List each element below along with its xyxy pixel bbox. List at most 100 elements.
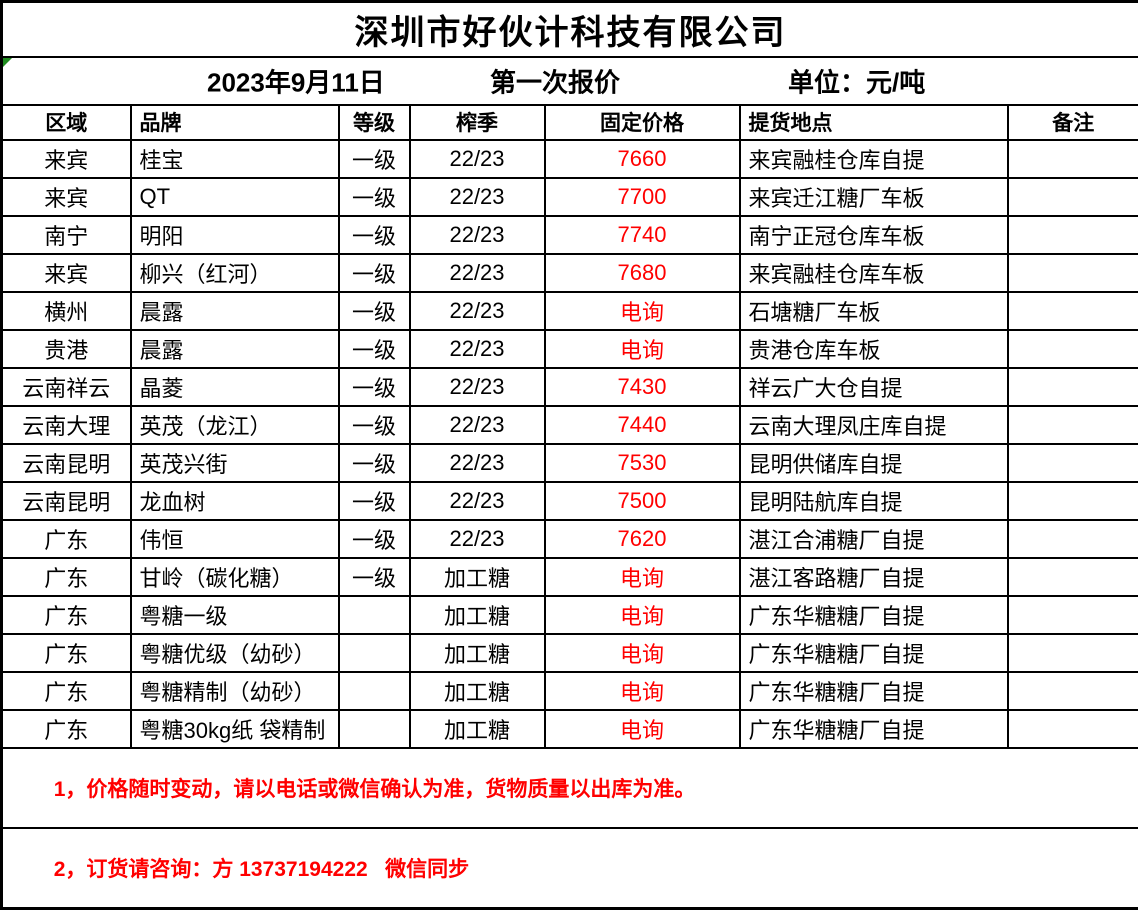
cell-remarks[interactable] — [1008, 634, 1138, 672]
cell-pickup-location[interactable]: 广东华糖糖厂自提 — [740, 634, 1008, 672]
cell-fixed-price[interactable]: 7660 — [545, 140, 740, 178]
cell-pickup-location[interactable]: 来宾迁江糖厂车板 — [740, 178, 1008, 216]
cell-fixed-price[interactable]: 7700 — [545, 178, 740, 216]
cell-brand[interactable]: 粤糖精制（幼砂） — [131, 672, 339, 710]
cell-remarks[interactable] — [1008, 368, 1138, 406]
cell-region[interactable]: 来宾 — [2, 178, 131, 216]
cell-remarks[interactable] — [1008, 596, 1138, 634]
header-grade[interactable]: 等级 — [339, 105, 410, 140]
cell-region[interactable]: 云南昆明 — [2, 444, 131, 482]
cell-brand[interactable]: 粤糖30kg纸 袋精制 — [131, 710, 339, 748]
cell-brand[interactable]: 柳兴（红河） — [131, 254, 339, 292]
cell-season[interactable]: 22/23 — [410, 330, 545, 368]
cell-fixed-price[interactable]: 7440 — [545, 406, 740, 444]
cell-season[interactable]: 22/23 — [410, 368, 545, 406]
cell-fixed-price[interactable]: 7430 — [545, 368, 740, 406]
cell-pickup-location[interactable]: 湛江客路糖厂自提 — [740, 558, 1008, 596]
cell-grade[interactable]: 一级 — [339, 482, 410, 520]
cell-fixed-price[interactable]: 7620 — [545, 520, 740, 558]
cell-grade[interactable] — [339, 672, 410, 710]
cell-grade[interactable]: 一级 — [339, 140, 410, 178]
cell-brand[interactable]: 桂宝 — [131, 140, 339, 178]
cell-grade[interactable]: 一级 — [339, 292, 410, 330]
cell-season[interactable]: 加工糖 — [410, 596, 545, 634]
cell-pickup-location[interactable]: 云南大理凤庄库自提 — [740, 406, 1008, 444]
cell-region[interactable]: 云南祥云 — [2, 368, 131, 406]
cell-remarks[interactable] — [1008, 254, 1138, 292]
cell-region[interactable]: 广东 — [2, 520, 131, 558]
cell-region[interactable]: 广东 — [2, 710, 131, 748]
cell-grade[interactable] — [339, 596, 410, 634]
header-remarks[interactable]: 备注 — [1008, 105, 1138, 140]
cell-pickup-location[interactable]: 祥云广大仓自提 — [740, 368, 1008, 406]
cell-remarks[interactable] — [1008, 178, 1138, 216]
cell-fixed-price[interactable]: 电询 — [545, 596, 740, 634]
cell-pickup-location[interactable]: 昆明陆航库自提 — [740, 482, 1008, 520]
cell-season[interactable]: 22/23 — [410, 482, 545, 520]
cell-season[interactable]: 22/23 — [410, 140, 545, 178]
cell-season[interactable]: 加工糖 — [410, 672, 545, 710]
cell-fixed-price[interactable]: 7500 — [545, 482, 740, 520]
cell-pickup-location[interactable]: 贵港仓库车板 — [740, 330, 1008, 368]
company-title-cell[interactable]: 深圳市好伙计科技有限公司 — [2, 2, 1138, 57]
cell-pickup-location[interactable]: 石塘糖厂车板 — [740, 292, 1008, 330]
cell-fixed-price[interactable]: 7530 — [545, 444, 740, 482]
cell-pickup-location[interactable]: 广东华糖糖厂自提 — [740, 710, 1008, 748]
cell-grade[interactable] — [339, 710, 410, 748]
cell-season[interactable]: 加工糖 — [410, 634, 545, 672]
cell-fixed-price[interactable]: 电询 — [545, 292, 740, 330]
header-season[interactable]: 榨季 — [410, 105, 545, 140]
cell-remarks[interactable] — [1008, 292, 1138, 330]
cell-remarks[interactable] — [1008, 710, 1138, 748]
cell-brand[interactable]: 英茂（龙江） — [131, 406, 339, 444]
cell-grade[interactable]: 一级 — [339, 254, 410, 292]
cell-region[interactable]: 广东 — [2, 596, 131, 634]
cell-brand[interactable]: 晨露 — [131, 330, 339, 368]
cell-brand[interactable]: 伟恒 — [131, 520, 339, 558]
cell-brand[interactable]: 甘岭（碳化糖） — [131, 558, 339, 596]
cell-season[interactable]: 22/23 — [410, 254, 545, 292]
cell-season[interactable]: 22/23 — [410, 178, 545, 216]
header-pickup-location[interactable]: 提货地点 — [740, 105, 1008, 140]
cell-grade[interactable]: 一级 — [339, 368, 410, 406]
cell-season[interactable]: 22/23 — [410, 216, 545, 254]
cell-fixed-price[interactable]: 电询 — [545, 558, 740, 596]
cell-region[interactable]: 云南大理 — [2, 406, 131, 444]
cell-remarks[interactable] — [1008, 482, 1138, 520]
cell-region[interactable]: 贵港 — [2, 330, 131, 368]
cell-region[interactable]: 南宁 — [2, 216, 131, 254]
cell-pickup-location[interactable]: 南宁正冠仓库车板 — [740, 216, 1008, 254]
cell-fixed-price[interactable]: 7680 — [545, 254, 740, 292]
cell-region[interactable]: 广东 — [2, 634, 131, 672]
cell-remarks[interactable] — [1008, 216, 1138, 254]
cell-region[interactable]: 横州 — [2, 292, 131, 330]
cell-pickup-location[interactable]: 广东华糖糖厂自提 — [740, 672, 1008, 710]
cell-grade[interactable]: 一级 — [339, 444, 410, 482]
cell-grade[interactable]: 一级 — [339, 216, 410, 254]
cell-brand[interactable]: 粤糖优级（幼砂） — [131, 634, 339, 672]
cell-region[interactable]: 广东 — [2, 558, 131, 596]
header-brand[interactable]: 品牌 — [131, 105, 339, 140]
note-2-cell[interactable]: 2，订货请咨询：方 13737194222 微信同步 — [2, 828, 1138, 909]
cell-brand[interactable]: 英茂兴街 — [131, 444, 339, 482]
cell-pickup-location[interactable]: 广东华糖糖厂自提 — [740, 596, 1008, 634]
cell-season[interactable]: 22/23 — [410, 520, 545, 558]
cell-season[interactable]: 加工糖 — [410, 558, 545, 596]
cell-grade[interactable]: 一级 — [339, 406, 410, 444]
cell-grade[interactable]: 一级 — [339, 178, 410, 216]
cell-fixed-price[interactable]: 电询 — [545, 634, 740, 672]
cell-brand[interactable]: QT — [131, 178, 339, 216]
cell-season[interactable]: 22/23 — [410, 406, 545, 444]
cell-region[interactable]: 云南昆明 — [2, 482, 131, 520]
cell-pickup-location[interactable]: 湛江合浦糖厂自提 — [740, 520, 1008, 558]
note-1-cell[interactable]: 1，价格随时变动，请以电话或微信确认为准，货物质量以出库为准。 — [2, 748, 1138, 828]
cell-brand[interactable]: 龙血树 — [131, 482, 339, 520]
cell-fixed-price[interactable]: 电询 — [545, 672, 740, 710]
cell-season[interactable]: 加工糖 — [410, 710, 545, 748]
cell-grade[interactable]: 一级 — [339, 558, 410, 596]
cell-remarks[interactable] — [1008, 558, 1138, 596]
cell-region[interactable]: 广东 — [2, 672, 131, 710]
cell-fixed-price[interactable]: 电询 — [545, 330, 740, 368]
cell-region[interactable]: 来宾 — [2, 140, 131, 178]
cell-remarks[interactable] — [1008, 330, 1138, 368]
